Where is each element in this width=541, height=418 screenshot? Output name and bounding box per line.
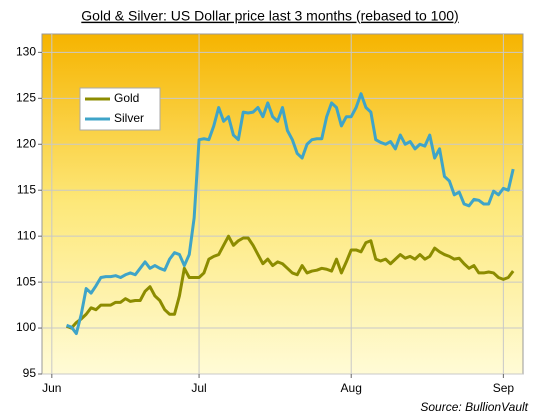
legend-label: Silver [114,111,144,125]
x-tick-label: Aug [341,381,362,395]
legend-label: Gold [114,91,139,105]
x-tick-label: Jun [42,381,61,395]
y-tick-label: 125 [16,90,36,104]
y-tick-label: 95 [23,366,37,380]
y-tick-label: 100 [16,320,36,334]
y-tick-label: 115 [17,182,36,196]
x-tick-label: Sep [493,381,515,395]
y-tick-label: 130 [16,45,36,59]
source: Source: BullionVault [420,400,528,414]
legend-box [79,87,161,131]
x-tick-label: Jul [191,381,206,395]
chart-title: Gold & Silver: US Dollar price last 3 mo… [81,8,458,24]
series-line [66,234,515,330]
y-tick-label: 105 [16,274,36,288]
y-tick-label: 120 [16,136,36,150]
y-tick-label: 110 [17,228,36,242]
plot-area [41,33,524,375]
series-line [66,92,515,336]
